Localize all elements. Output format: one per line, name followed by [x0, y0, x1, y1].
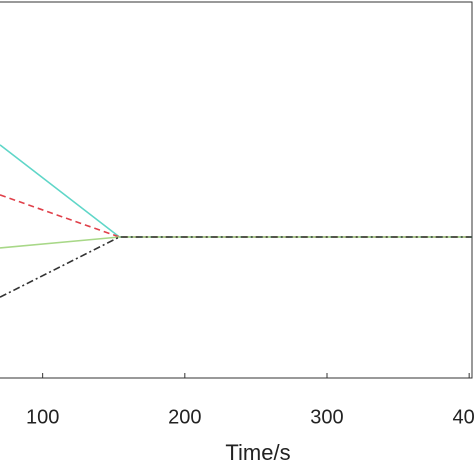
plot-frame [0, 1, 473, 379]
x-tick-label: 200 [168, 406, 201, 428]
series-line [0, 236, 472, 249]
x-axis-label: Time/s [225, 440, 290, 465]
series-line [0, 194, 472, 238]
series-line [0, 144, 472, 238]
x-tick-label: 300 [310, 406, 343, 428]
series-line [0, 236, 472, 298]
x-tick-label: 100 [26, 406, 59, 428]
x-tick-label: 400 [452, 406, 474, 428]
